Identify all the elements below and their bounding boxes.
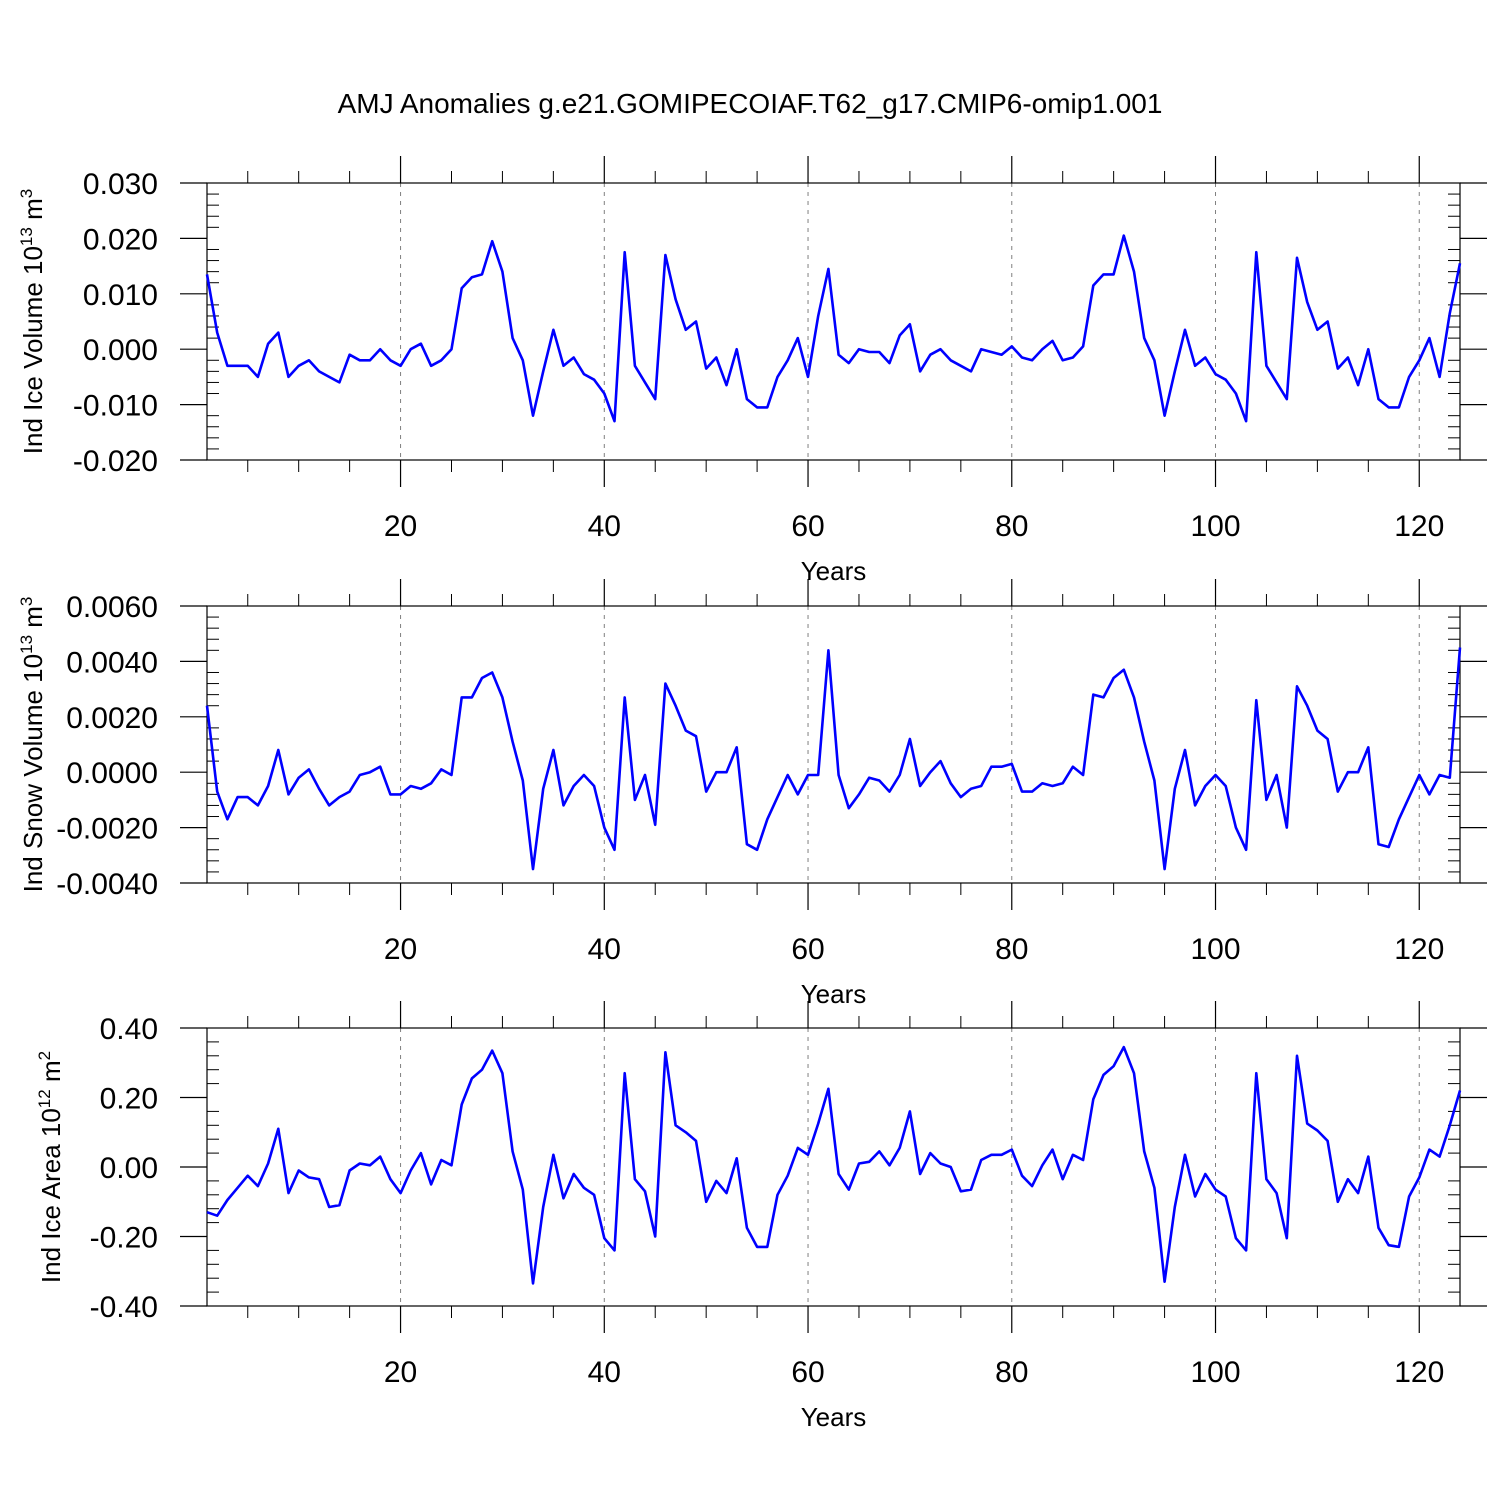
x-axis-label: Years	[801, 979, 867, 1009]
y-axis-label: Ind Ice Area 1012 m2	[35, 1051, 66, 1283]
y-tick-label: 0.0040	[66, 646, 158, 679]
x-tick-label: 60	[791, 1356, 824, 1389]
series-line	[205, 234, 1462, 423]
y-tick-label: 0.0000	[66, 757, 158, 790]
x-tick-label: 20	[384, 933, 417, 966]
x-axis-label: Years	[801, 1402, 867, 1432]
x-tick-label: 100	[1190, 510, 1240, 543]
x-tick-label: 20	[384, 1356, 417, 1389]
y-tick-label: -0.0040	[56, 868, 158, 901]
x-tick-label: 120	[1394, 1356, 1444, 1389]
x-tick-label: 40	[588, 933, 621, 966]
x-tick-label: 40	[588, 1356, 621, 1389]
chart-panel-3: 20 40 60 80 100 120 -0.40 -0.20 0.00 0.20 0.40 Year…	[35, 1001, 1487, 1432]
series-line	[206, 1045, 1462, 1285]
plot-frame	[206, 1027, 1461, 1307]
y-tick-label: 0.40	[100, 1013, 158, 1046]
x-tick-label: 60	[791, 933, 824, 966]
x-tick-label: 120	[1394, 933, 1444, 966]
y-axis-label: Ind Ice Volume 1013 m3	[17, 189, 48, 454]
x-tick-label: 80	[995, 1356, 1028, 1389]
y-tick-label: 0.030	[83, 168, 158, 201]
x-axis-label: Years	[801, 556, 867, 586]
y-tick-label: 0.20	[100, 1083, 158, 1116]
figure-title: AMJ Anomalies g.e21.GOMIPECOIAF.T62_g17.…	[337, 88, 1163, 119]
y-tick-label: -0.020	[73, 445, 158, 478]
x-tick-label: 80	[995, 510, 1028, 543]
x-tick-label: 120	[1394, 510, 1444, 543]
y-tick-label: 0.0060	[66, 591, 158, 624]
x-tick-label: 100	[1190, 1356, 1240, 1389]
x-tick-label: 60	[791, 510, 824, 543]
x-tick-label: 20	[384, 510, 417, 543]
y-tick-label: -0.40	[90, 1291, 158, 1324]
y-tick-label: 0.00	[100, 1152, 158, 1185]
y-tick-label: 0.010	[83, 279, 158, 312]
plot-frame	[206, 605, 1461, 884]
x-tick-label: 100	[1190, 933, 1240, 966]
x-tick-label: 40	[588, 510, 621, 543]
y-tick-label: 0.0020	[66, 702, 158, 735]
chart-panel-2: 20 40 60 80 100 120 -0.0040 -0.0020 0.0000 0.0020…	[17, 579, 1487, 1009]
y-tick-label: -0.20	[90, 1222, 158, 1255]
y-tick-label: -0.0020	[56, 813, 158, 846]
y-tick-label: 0.020	[83, 223, 158, 256]
y-tick-label: 0.000	[83, 334, 158, 367]
x-tick-label: 80	[995, 933, 1028, 966]
y-tick-label: -0.010	[73, 390, 158, 423]
plot-frame	[206, 182, 1461, 461]
y-axis-label: Ind Snow Volume 1013 m3	[17, 597, 48, 893]
chart-panel-1: 20 40 60 80 100 120 -0.020 -0.010 0.000 0.010 0.02…	[17, 156, 1487, 586]
series-line	[205, 647, 1462, 871]
